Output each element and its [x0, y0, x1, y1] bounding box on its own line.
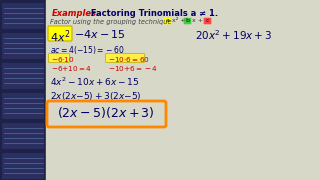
- FancyBboxPatch shape: [204, 18, 211, 24]
- Bar: [2, 63, 44, 89]
- Text: Factoring Trinomials a ≠ 1.: Factoring Trinomials a ≠ 1.: [88, 9, 218, 18]
- Bar: [2, 153, 44, 179]
- FancyBboxPatch shape: [49, 53, 69, 62]
- Text: x +: x +: [192, 19, 203, 24]
- Text: $4x^2$: $4x^2$: [50, 28, 70, 45]
- FancyBboxPatch shape: [106, 53, 145, 62]
- Bar: [2, 93, 44, 119]
- Text: x² +: x² +: [172, 19, 186, 24]
- Text: Factor using the grouping technique: Factor using the grouping technique: [50, 19, 174, 25]
- Bar: [0, 0, 46, 180]
- Text: $4x^2 - 10x + 6x - 15$: $4x^2 - 10x + 6x - 15$: [50, 76, 140, 88]
- Text: a: a: [165, 19, 169, 24]
- Text: $-10{\cdot}6 = 60$: $-10{\cdot}6 = 60$: [108, 55, 150, 64]
- Text: b: b: [186, 19, 189, 24]
- FancyBboxPatch shape: [184, 18, 191, 24]
- Text: $20x^2 + 19x + 3$: $20x^2 + 19x + 3$: [195, 28, 272, 42]
- Text: $(2x - 5)(2x + 3)$: $(2x - 5)(2x + 3)$: [57, 105, 155, 120]
- Text: $- 4x - 15$: $- 4x - 15$: [74, 28, 126, 40]
- Text: $-10{+}6 = -4$: $-10{+}6 = -4$: [108, 64, 158, 73]
- Text: $-6{+}10 = 4$: $-6{+}10 = 4$: [51, 64, 92, 73]
- Bar: [46, 0, 320, 180]
- Bar: [2, 3, 44, 29]
- Bar: [2, 33, 44, 59]
- Text: $-6{\cdot}10$: $-6{\cdot}10$: [51, 55, 75, 64]
- Text: c: c: [206, 19, 209, 24]
- FancyBboxPatch shape: [164, 18, 171, 24]
- Text: $2x(2x{-}5) + 3(2x{-}5)$: $2x(2x{-}5) + 3(2x{-}5)$: [50, 90, 142, 102]
- Bar: [2, 123, 44, 149]
- FancyBboxPatch shape: [48, 26, 72, 41]
- Text: $ac = 4(-15) = -60$: $ac = 4(-15) = -60$: [50, 44, 125, 56]
- Text: Examples:: Examples:: [52, 9, 100, 18]
